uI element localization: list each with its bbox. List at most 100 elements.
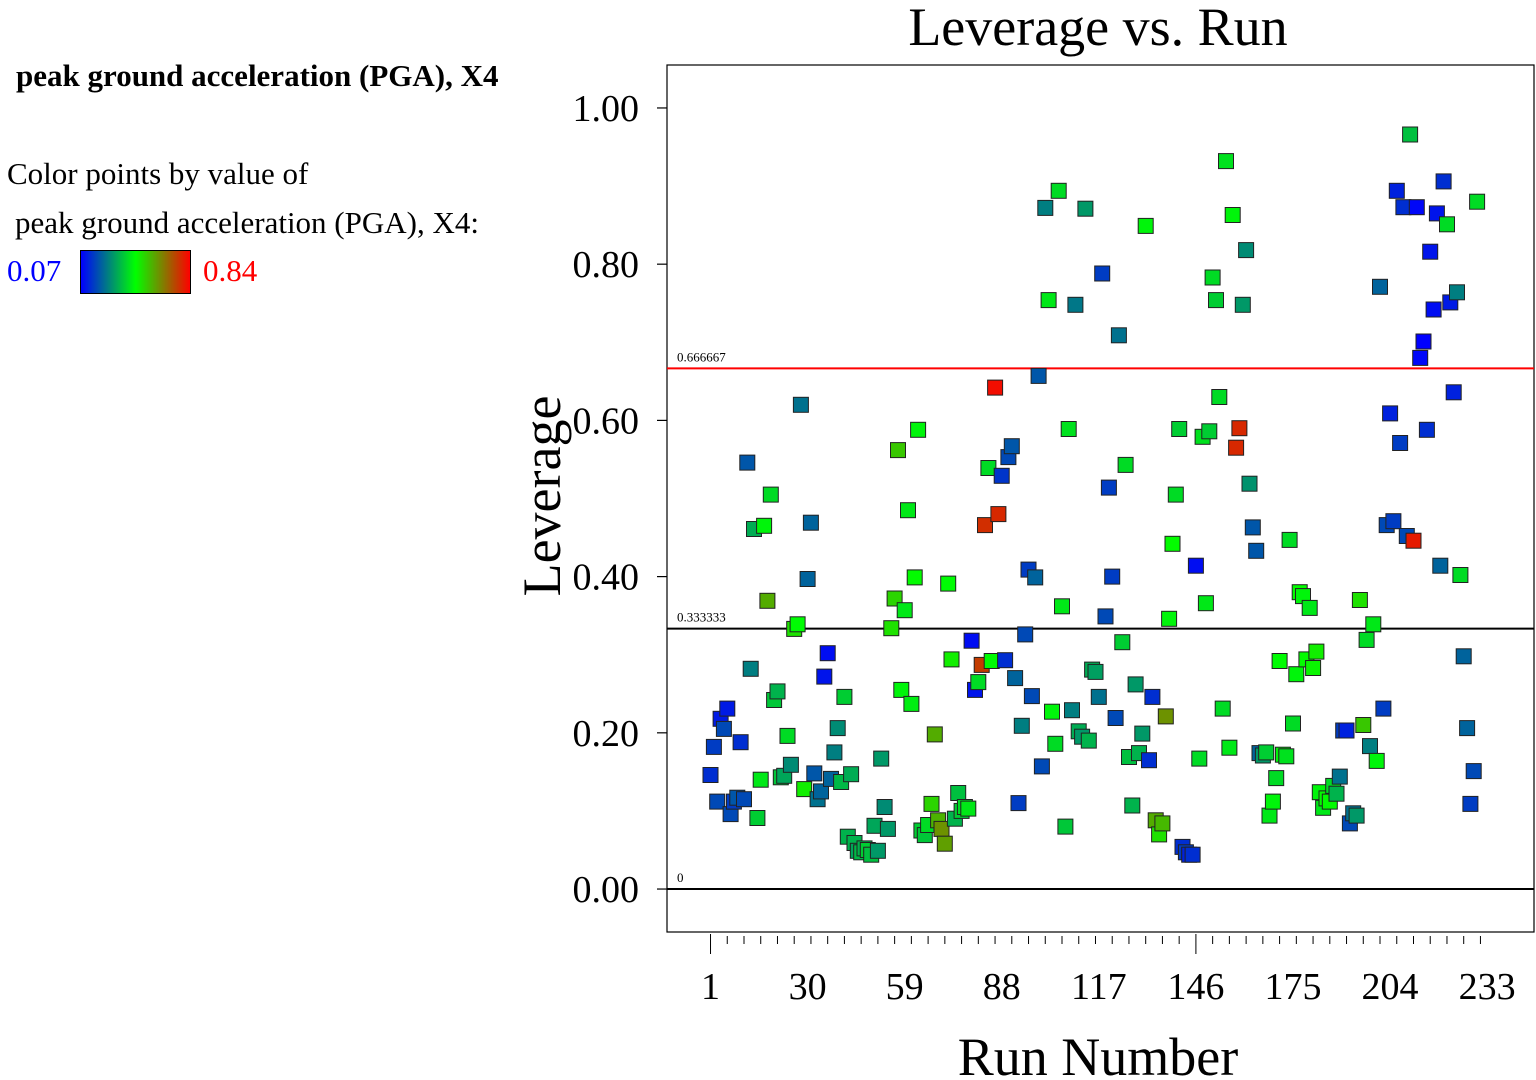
data-point	[819, 645, 836, 662]
data-point	[1368, 752, 1385, 769]
data-point	[1348, 807, 1365, 824]
data-point	[1137, 217, 1154, 234]
data-point	[980, 460, 997, 476]
data-point	[869, 842, 886, 859]
reference-line-label-2: 0	[677, 870, 684, 885]
data-point	[1439, 216, 1455, 233]
data-point	[1435, 173, 1452, 190]
data-point	[1449, 284, 1465, 301]
data-point	[1110, 327, 1127, 344]
data-point	[1114, 634, 1131, 651]
data-point	[806, 765, 823, 782]
data-point	[799, 571, 816, 587]
data-point	[1124, 797, 1141, 814]
data-point	[1003, 438, 1020, 455]
data-point	[896, 602, 913, 619]
data-point	[1010, 795, 1027, 812]
data-point	[906, 569, 923, 586]
data-point	[1007, 670, 1024, 687]
x-axis: 1 30 59 88 117 146 175 204 233	[701, 934, 1516, 1008]
data-point	[1117, 456, 1134, 473]
data-point	[719, 700, 736, 717]
data-point	[1037, 199, 1054, 216]
data-point	[826, 744, 843, 761]
data-point	[1238, 242, 1255, 259]
data-point	[1355, 717, 1372, 733]
data-point	[1067, 296, 1084, 313]
data-point	[1301, 599, 1318, 616]
data-point	[1013, 717, 1030, 734]
data-point	[1268, 770, 1285, 787]
data-point	[1351, 592, 1368, 608]
data-point	[876, 799, 893, 815]
colorbar-max-label: 0.84	[203, 253, 258, 288]
data-point	[1455, 648, 1472, 665]
data-point	[1197, 595, 1214, 612]
data-point	[1017, 626, 1034, 643]
data-point	[1445, 384, 1462, 401]
data-point	[1100, 479, 1117, 496]
data-point	[813, 783, 829, 800]
data-point	[843, 766, 860, 783]
data-point	[752, 771, 769, 788]
data-point	[963, 632, 980, 649]
x-tick-label: 233	[1459, 966, 1516, 1008]
data-point	[709, 793, 726, 810]
data-point	[1134, 725, 1151, 742]
data-point	[782, 756, 799, 773]
data-point	[910, 421, 927, 438]
data-point	[1405, 532, 1422, 549]
data-point	[756, 517, 773, 534]
data-point	[1285, 715, 1301, 732]
data-point	[1184, 846, 1201, 863]
data-point	[950, 785, 967, 801]
data-point	[796, 781, 813, 798]
data-point	[1412, 349, 1429, 366]
data-point	[792, 396, 809, 413]
data-point	[779, 727, 796, 744]
data-point	[1218, 153, 1234, 170]
data-point	[1064, 702, 1080, 719]
data-point	[1358, 631, 1375, 648]
data-point	[739, 454, 756, 471]
y-tick-label: 0.20	[573, 713, 640, 755]
data-point	[1459, 720, 1476, 737]
colorbar-caption-line2: peak ground acceleration (PGA), X4:	[15, 205, 479, 240]
data-point	[715, 720, 732, 737]
y-tick-label: 0.60	[573, 400, 640, 442]
data-points	[702, 126, 1486, 863]
data-point	[1033, 758, 1050, 775]
data-point	[1171, 421, 1188, 437]
data-point	[1469, 193, 1486, 210]
chart-subtitle: peak ground acceleration (PGA), X4	[16, 58, 499, 93]
data-point	[873, 750, 890, 767]
colorbar-caption-line1: Color points by value of	[7, 156, 309, 191]
data-point	[836, 688, 853, 705]
data-point	[926, 726, 943, 743]
data-point	[1271, 653, 1288, 669]
data-point	[983, 653, 1000, 669]
data-point	[1040, 292, 1057, 309]
reference-line-label-1: 0.333333	[677, 610, 726, 625]
data-point	[1214, 700, 1231, 717]
data-point	[1167, 486, 1184, 503]
data-point	[1362, 738, 1378, 755]
data-point	[1328, 785, 1345, 802]
data-point	[900, 502, 916, 519]
data-point	[1141, 752, 1157, 769]
data-point	[893, 681, 910, 698]
data-point	[1395, 199, 1412, 216]
data-point	[762, 486, 779, 503]
data-point	[1030, 367, 1047, 384]
data-point	[1331, 768, 1348, 785]
data-point	[1248, 542, 1265, 559]
data-point	[1308, 643, 1325, 660]
data-point	[1107, 710, 1124, 726]
data-point	[816, 668, 833, 685]
x-tick-label: 175	[1264, 966, 1321, 1008]
data-point	[1104, 568, 1121, 585]
data-point	[1228, 439, 1245, 456]
data-point	[1382, 405, 1399, 422]
data-point	[1057, 818, 1074, 835]
chart-title: Leverage vs. Run	[908, 0, 1287, 57]
